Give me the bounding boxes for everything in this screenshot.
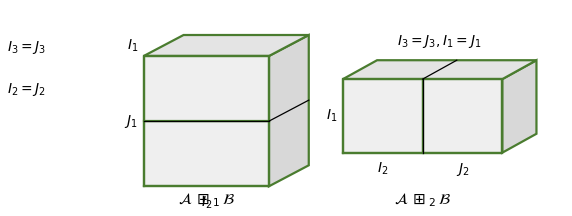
Text: $\mathcal{B}$: $\mathcal{B}$ xyxy=(199,145,214,163)
Bar xyxy=(144,121,269,186)
Text: $\mathcal{A}$: $\mathcal{A}$ xyxy=(198,79,214,98)
Text: $J_2$: $J_2$ xyxy=(456,161,469,178)
Bar xyxy=(343,79,423,153)
Text: $I_1$: $I_1$ xyxy=(326,108,337,124)
Bar xyxy=(423,79,502,153)
Polygon shape xyxy=(144,35,309,56)
Polygon shape xyxy=(269,35,309,186)
Text: $I_2$: $I_2$ xyxy=(377,161,388,178)
Text: $\mathcal{A}$: $\mathcal{A}$ xyxy=(375,107,391,125)
Text: $J_1$: $J_1$ xyxy=(124,113,138,130)
Text: $\mathcal{A}\, \boxplus_2\, \mathcal{B}$: $\mathcal{A}\, \boxplus_2\, \mathcal{B}$ xyxy=(394,192,451,210)
Text: $\mathcal{A}\, \boxplus_1\, \mathcal{B}$: $\mathcal{A}\, \boxplus_1\, \mathcal{B}$ xyxy=(178,192,235,210)
Text: $\mathcal{B}$: $\mathcal{B}$ xyxy=(455,107,470,125)
Bar xyxy=(144,56,269,121)
Text: $I_2$: $I_2$ xyxy=(201,195,212,211)
Polygon shape xyxy=(343,60,537,79)
Text: $I_2 = J_2$: $I_2 = J_2$ xyxy=(7,81,46,98)
Text: $I_3 = J_3$: $I_3 = J_3$ xyxy=(7,39,46,56)
Text: $I_1$: $I_1$ xyxy=(126,38,138,54)
Text: $I_3 = J_3, I_1 = J_1$: $I_3 = J_3, I_1 = J_1$ xyxy=(398,33,482,50)
Polygon shape xyxy=(502,60,537,153)
